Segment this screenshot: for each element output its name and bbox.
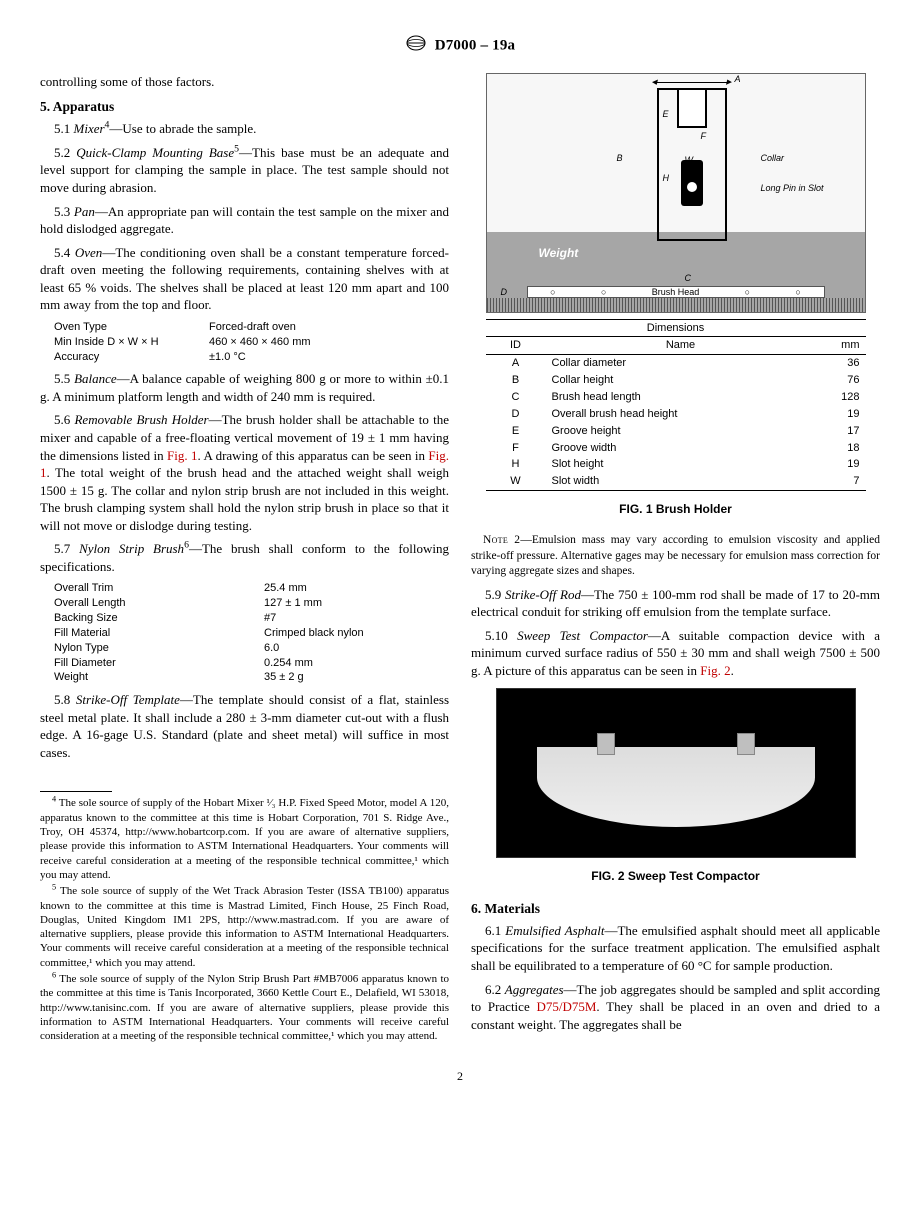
table-row: BCollar height76 bbox=[486, 372, 866, 389]
para-5-5: 5.5 Balance—A balance capable of weighin… bbox=[40, 370, 449, 405]
table-row: Backing Size#7 bbox=[54, 611, 449, 626]
para-5-2: 5.2 Quick-Clamp Mounting Base5—This base… bbox=[40, 144, 449, 197]
page-number: 2 bbox=[40, 1068, 880, 1084]
table-row: Overall Length127 ± 1 mm bbox=[54, 596, 449, 611]
para-5-7: 5.7 Nylon Strip Brush6—The brush shall c… bbox=[40, 540, 449, 575]
table-row: WSlot width7 bbox=[486, 473, 866, 490]
link-fig2[interactable]: Fig. 2 bbox=[700, 663, 730, 678]
dimensions-table: Dimensions ID Name mm ACollar diameter36… bbox=[486, 319, 866, 491]
table-row: HSlot height19 bbox=[486, 456, 866, 473]
link-d75[interactable]: D75/D75M bbox=[536, 999, 596, 1014]
footnote-separator bbox=[40, 791, 112, 792]
table-row: Oven TypeForced-draft oven bbox=[54, 320, 449, 335]
oven-spec-table: Oven TypeForced-draft oven Min Inside D … bbox=[54, 320, 449, 365]
table-row: Fill Diameter0.254 mm bbox=[54, 656, 449, 671]
table-row: FGroove width18 bbox=[486, 440, 866, 457]
para-5-3: 5.3 Pan—An appropriate pan will contain … bbox=[40, 203, 449, 238]
designation: D7000 – 19a bbox=[435, 38, 516, 54]
para-5-9: 5.9 Strike-Off Rod—The 750 ± 100-mm rod … bbox=[471, 586, 880, 621]
para-5-4: 5.4 Oven—The conditioning oven shall be … bbox=[40, 244, 449, 314]
para-5-10: 5.10 Sweep Test Compactor—A suitable com… bbox=[471, 627, 880, 680]
table-row: Fill MaterialCrimped black nylon bbox=[54, 626, 449, 641]
para-5-8: 5.8 Strike-Off Template—The template sho… bbox=[40, 691, 449, 761]
table-row: Weight35 ± 2 g bbox=[54, 670, 449, 685]
footnote-5: 5 The sole source of supply of the Wet T… bbox=[40, 884, 449, 970]
two-column-layout: controlling some of those factors. 5. Ap… bbox=[40, 73, 880, 1046]
note-2: Note 2—Emulsion mass may vary according … bbox=[471, 533, 880, 580]
para-6-2: 6.2 Aggregates—The job aggregates should… bbox=[471, 981, 880, 1034]
footnote-4: 4 The sole source of supply of the Hobar… bbox=[40, 796, 449, 882]
dims-title: Dimensions bbox=[486, 319, 866, 337]
col-head-id: ID bbox=[486, 337, 546, 355]
table-row: CBrush head length128 bbox=[486, 389, 866, 406]
table-row: Overall Trim25.4 mm bbox=[54, 581, 449, 596]
figure-1-diagram: ○ ○ Brush Head ○ ○ Weight A E F B W H Co… bbox=[486, 73, 866, 313]
table-row: Nylon Type6.0 bbox=[54, 641, 449, 656]
section-6-head: 6. Materials bbox=[471, 900, 880, 918]
figure-1-caption: FIG. 1 Brush Holder bbox=[471, 501, 880, 517]
para-5-6: 5.6 Removable Brush Holder—The brush hol… bbox=[40, 411, 449, 534]
opening-line: controlling some of those factors. bbox=[40, 73, 449, 91]
astm-logo-icon bbox=[405, 34, 427, 59]
right-column: ○ ○ Brush Head ○ ○ Weight A E F B W H Co… bbox=[471, 73, 880, 1046]
footnote-6: 6 The sole source of supply of the Nylon… bbox=[40, 972, 449, 1043]
table-row: DOverall brush head height19 bbox=[486, 406, 866, 423]
brush-spec-table: Overall Trim25.4 mm Overall Length127 ± … bbox=[54, 581, 449, 685]
figure-2-caption: FIG. 2 Sweep Test Compactor bbox=[471, 868, 880, 884]
section-5-head: 5. Apparatus bbox=[40, 98, 449, 116]
table-row: Min Inside D × W × H460 × 460 × 460 mm bbox=[54, 335, 449, 350]
table-row: EGroove height17 bbox=[486, 423, 866, 440]
para-5-1: 5.1 Mixer4—Use to abrade the sample. bbox=[40, 120, 449, 138]
doc-header: D7000 – 19a bbox=[40, 34, 880, 59]
left-column: controlling some of those factors. 5. Ap… bbox=[40, 73, 449, 1046]
col-head-name: Name bbox=[546, 337, 816, 355]
para-6-1: 6.1 Emulsified Asphalt—The emulsified as… bbox=[471, 922, 880, 975]
table-row: ACollar diameter36 bbox=[486, 355, 866, 372]
table-row: Accuracy±1.0 °C bbox=[54, 350, 449, 365]
figure-2-photo bbox=[496, 688, 856, 858]
link-fig1[interactable]: Fig. 1 bbox=[167, 448, 198, 463]
col-head-mm: mm bbox=[816, 337, 866, 355]
